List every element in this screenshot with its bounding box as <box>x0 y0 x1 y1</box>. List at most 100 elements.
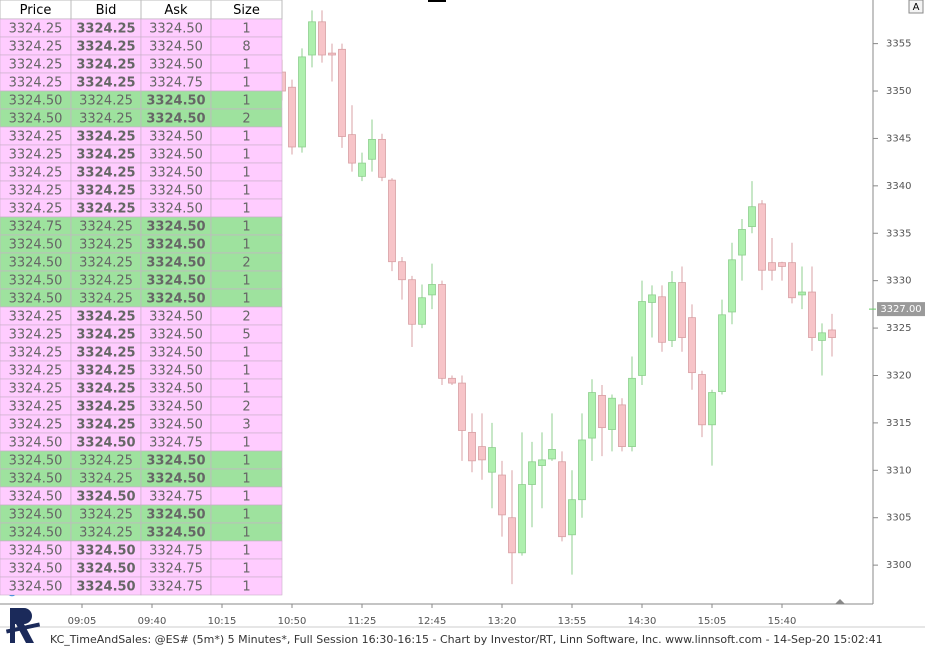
cell-text: 3324.50 <box>149 400 203 415</box>
x-tick-label: 11:25 <box>348 616 377 627</box>
y-tick-label: 3310 <box>886 465 911 476</box>
cell-text: 3324.50 <box>9 436 63 451</box>
cell-text: 3324.25 <box>79 508 133 523</box>
candle-body <box>358 162 366 177</box>
cell-text: 3324.25 <box>79 526 133 541</box>
candle-body <box>338 48 346 137</box>
candle-body <box>668 282 676 341</box>
cell-text: 3324.25 <box>9 22 63 37</box>
column-header: Size <box>233 3 260 18</box>
last-price-box <box>877 302 925 317</box>
candle-body <box>448 377 456 384</box>
candle-body <box>648 294 656 303</box>
cell-text: 8 <box>242 40 250 55</box>
cell-text: 3324.25 <box>79 292 133 307</box>
cell-text: 3324.50 <box>149 328 203 343</box>
candle-body <box>398 261 406 281</box>
button-box[interactable] <box>908 0 924 14</box>
candle-body <box>548 449 556 460</box>
y-tick-label: 3300 <box>886 560 911 571</box>
cell-text: 3324.50 <box>9 544 63 559</box>
cell-text: 3324.25 <box>79 94 133 109</box>
candle-body <box>588 392 596 439</box>
candle-body <box>308 21 316 56</box>
cell-text: 3324.50 <box>146 238 205 253</box>
candle-body <box>388 179 396 263</box>
cell-text: 3324.25 <box>76 184 135 199</box>
x-tick-label: 09:40 <box>138 616 167 627</box>
cell-text: 3324.25 <box>79 274 133 289</box>
cell-text: 3324.25 <box>76 382 135 397</box>
cell-text: 1 <box>242 436 250 451</box>
cell-text: 3324.25 <box>9 148 63 163</box>
candle-body <box>488 447 496 473</box>
candle-body <box>688 317 696 374</box>
cell-text: 3324.75 <box>149 544 203 559</box>
cell-text: 1 <box>242 76 250 91</box>
x-tick-label: 09:05 <box>68 616 97 627</box>
cell-text: 3324.50 <box>149 364 203 379</box>
cell-text: 1 <box>242 382 250 397</box>
cell-text: 3324.50 <box>146 94 205 109</box>
candle-body <box>758 203 766 271</box>
cell-text: 3324.25 <box>9 328 63 343</box>
cell-text: 3324.25 <box>76 58 135 73</box>
cell-text: 3324.25 <box>9 58 63 73</box>
cell-text: 3324.50 <box>146 508 205 523</box>
x-tick-label: 15:05 <box>698 616 727 627</box>
candle-body <box>568 499 576 536</box>
x-tick-label: 12:45 <box>418 616 447 627</box>
cell-text: 3324.50 <box>146 112 205 127</box>
cell-text: 3324.50 <box>149 310 203 325</box>
cell-text: 3324.50 <box>149 382 203 397</box>
candle-body <box>658 296 666 343</box>
candle-body <box>818 332 826 341</box>
button-label[interactable]: A <box>913 2 920 13</box>
button[interactable]: A <box>908 0 924 14</box>
cell-text: 3324.25 <box>76 346 135 361</box>
cell-text: 3324.75 <box>149 580 203 595</box>
cell-text: 3324.50 <box>9 292 63 307</box>
candle-body <box>418 297 426 325</box>
cell-text: 1 <box>242 58 250 73</box>
cell-text: 3324.50 <box>149 346 203 361</box>
candle-body <box>348 134 356 164</box>
cell-text: 3324.75 <box>149 490 203 505</box>
cell-text: 3324.50 <box>9 526 63 541</box>
cell-text: 1 <box>242 94 250 109</box>
logo-bar <box>5 622 41 634</box>
candle-body <box>708 392 716 426</box>
cell-text: 3324.25 <box>76 364 135 379</box>
cell-text: 1 <box>242 238 250 253</box>
candle-body <box>458 382 466 431</box>
cell-text: 3324.25 <box>76 148 135 163</box>
last-price-label: 3327.00 <box>880 304 921 315</box>
candle-body <box>538 459 546 466</box>
cell-text: 3324.25 <box>9 382 63 397</box>
cell-text: 1 <box>242 292 250 307</box>
cell-text: 3324.50 <box>149 166 203 181</box>
cell-text: 3324.25 <box>76 310 135 325</box>
candle-body <box>498 474 506 516</box>
cell-text: 3324.50 <box>9 256 63 271</box>
candle-body <box>468 431 476 462</box>
candle-body <box>408 279 416 325</box>
y-tick-label: 3325 <box>886 323 911 334</box>
cell-text: 1 <box>242 346 250 361</box>
candle-body <box>368 138 376 160</box>
cell-text: 1 <box>242 364 250 379</box>
cell-text: 3324.25 <box>9 166 63 181</box>
cell-text: 3324.25 <box>76 328 135 343</box>
y-tick-label: 3355 <box>886 39 911 50</box>
cell-text: 3324.50 <box>76 490 135 505</box>
column-header: Bid <box>96 3 117 18</box>
cell-text: 3324.50 <box>146 472 205 487</box>
cell-text: 3324.25 <box>79 238 133 253</box>
cell-text: 3324.50 <box>9 490 63 505</box>
cell-text: 1 <box>242 202 250 217</box>
cell-text: 1 <box>242 562 250 577</box>
candle-body <box>598 394 606 429</box>
cell-text: 3324.50 <box>9 508 63 523</box>
cell-text: 3324.25 <box>76 418 135 433</box>
cell-text: 1 <box>242 130 250 145</box>
